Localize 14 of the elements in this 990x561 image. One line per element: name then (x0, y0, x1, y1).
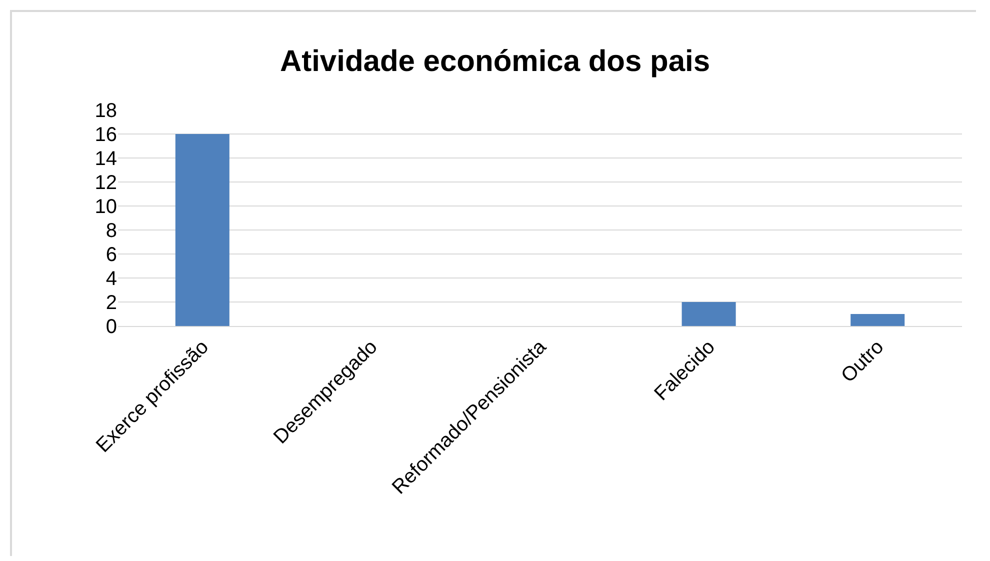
bar (682, 302, 736, 326)
bar (850, 314, 905, 326)
y-tick-label: 2 (106, 292, 117, 314)
chart-title: Atividade económica dos pais (280, 45, 710, 78)
y-tick-label: 10 (94, 196, 117, 218)
y-tick-label: 4 (106, 268, 117, 290)
y-tick-label: 16 (94, 124, 117, 146)
y-tick-label: 8 (106, 220, 117, 242)
y-tick-label: 12 (94, 172, 117, 194)
bar (175, 134, 230, 326)
y-tick-label: 0 (106, 316, 117, 338)
y-tick-label: 18 (94, 100, 117, 122)
y-tick-label: 14 (94, 148, 117, 170)
y-tick-label: 6 (106, 244, 117, 266)
